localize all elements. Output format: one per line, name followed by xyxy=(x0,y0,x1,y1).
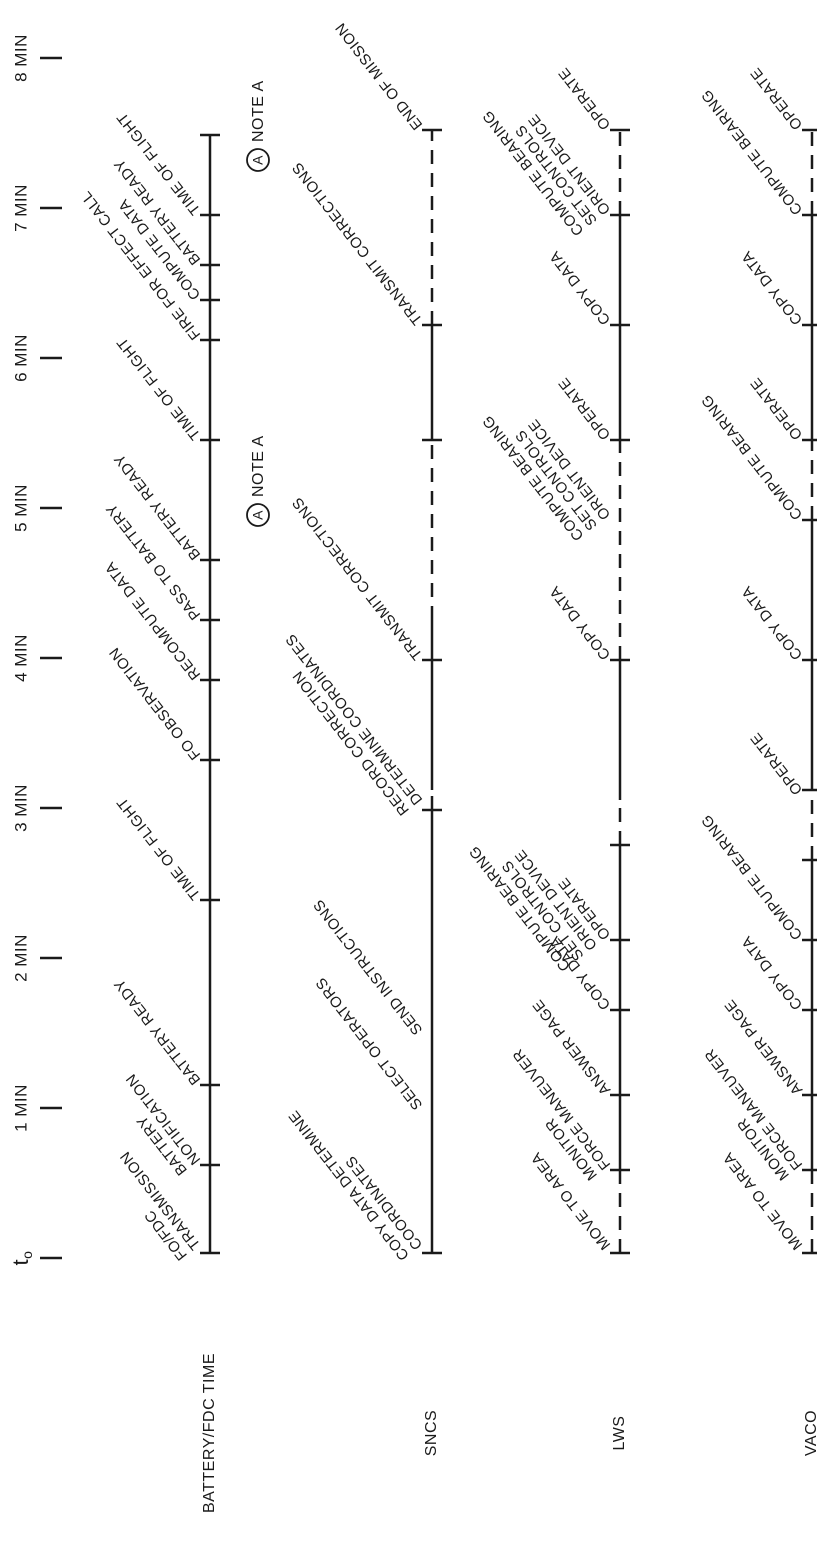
task-label: BATTERY READY xyxy=(111,975,204,1088)
task-label: COMPUTE BEARING xyxy=(698,391,806,523)
task-label: OPERATE xyxy=(555,64,614,133)
task-label: COMPUTE BEARINGSET CONTROLSORIENT DEVICE… xyxy=(466,811,615,974)
task-label-line: OPERATE xyxy=(747,64,806,133)
task-label: TRANSMIT CORRECTIONS xyxy=(289,494,426,663)
task-label-line: COMPUTE BEARING xyxy=(698,391,806,523)
task-label-line: BATTERY READY xyxy=(111,450,204,563)
time-label: 8 MIN xyxy=(11,34,30,82)
task-label: RECORD CORRECTIONDETERMINE COORDINATES xyxy=(269,631,426,819)
row-name: BATTERY/FDC TIME xyxy=(201,1353,218,1513)
task-label-line: END OF MISSION xyxy=(332,19,426,133)
task-label: COPY DATA xyxy=(546,583,614,663)
time-label: 5 MIN xyxy=(11,484,30,532)
task-label-line: TIME OF FLIGHT xyxy=(114,334,205,443)
note-marker-circle xyxy=(246,148,270,172)
row-name: LWS xyxy=(611,1416,628,1451)
time-label: 3 MIN xyxy=(11,784,30,832)
task-label: OPERATE xyxy=(747,729,806,798)
task-label: COPY DATA xyxy=(738,933,806,1013)
task-label-line: RECORD CORRECTION xyxy=(289,667,412,818)
time-label-main: t xyxy=(8,1259,33,1266)
task-label-line: DETERMINE COORDINATES xyxy=(282,631,426,808)
time-label-sub: o xyxy=(19,1251,35,1259)
time-label: 7 MIN xyxy=(11,184,30,232)
task-label-line: TRANSMIT CORRECTIONS xyxy=(289,494,426,663)
note-text: NOTE A xyxy=(250,80,267,142)
time-label: 6 MIN xyxy=(11,334,30,382)
task-label-line: COPY DATA xyxy=(546,583,614,663)
task-label: SELECT OPERATORS xyxy=(312,974,426,1113)
task-label-line: SELECT OPERATORS xyxy=(312,974,426,1113)
note-text: NOTE A xyxy=(250,435,267,497)
task-label: OPERATE xyxy=(747,374,806,443)
task-label: COPY DATA xyxy=(738,248,806,328)
task-label-line: COMPUTE BEARING xyxy=(698,811,806,943)
time-label: 4 MIN xyxy=(11,634,30,682)
task-label-line: SEND INSTRUCTIONS xyxy=(310,896,426,1038)
task-label-line: OPERATE xyxy=(555,64,614,133)
task-label-line: OPERATE xyxy=(747,374,806,443)
task-label: TIME OF FLIGHT xyxy=(114,794,205,903)
note-marker-circle xyxy=(246,503,270,527)
time-label: 1 MIN xyxy=(11,1084,30,1132)
task-label-line: COPY DATA xyxy=(738,933,806,1013)
row-name: VACO xyxy=(803,1410,817,1456)
task-label: COPY DATA xyxy=(546,248,614,328)
task-label: COPY DATA xyxy=(738,583,806,663)
task-label-line: FORCE MANEUVER xyxy=(509,1045,614,1173)
time-label: 2 MIN xyxy=(11,934,30,982)
time-label: to xyxy=(8,1251,35,1266)
task-label: COMPUTE BEARING xyxy=(698,811,806,943)
task-label-line: TRANSMIT CORRECTIONS xyxy=(289,159,426,328)
task-label: OPERATE xyxy=(747,64,806,133)
task-label-line: FORCE MANEUVER xyxy=(701,1045,806,1173)
task-label-line: COPY DATA DETERMINE xyxy=(285,1107,413,1264)
task-label-line: COPY DATA xyxy=(546,248,614,328)
task-label: BATTERY READY xyxy=(111,450,204,563)
task-label: COPY DATA DETERMINECOORDINATES xyxy=(285,1096,426,1263)
task-label-line: OPERATE xyxy=(555,374,614,443)
task-label-line: BATTERY READY xyxy=(111,975,204,1088)
task-label: SEND INSTRUCTIONS xyxy=(310,896,426,1038)
timeline: to 1 MIN 2 MIN 3 MIN 4 MIN 5 MIN 6 MIN 7 MIN 8 M… xyxy=(8,19,817,1513)
task-label: OPERATE xyxy=(555,374,614,443)
row-name: SNCS xyxy=(423,1410,440,1456)
note-marker: A xyxy=(250,155,266,165)
note-marker: A xyxy=(250,510,266,520)
task-label-line: COPY DATA xyxy=(738,248,806,328)
task-label: END OF MISSION xyxy=(332,19,426,133)
task-label: TRANSMIT CORRECTIONS xyxy=(289,159,426,328)
task-label-line: COPY DATA xyxy=(738,583,806,663)
task-label-line: OPERATE xyxy=(747,729,806,798)
task-label: TIME OF FLIGHT xyxy=(114,334,205,443)
task-label-line: TIME OF FLIGHT xyxy=(114,794,205,903)
